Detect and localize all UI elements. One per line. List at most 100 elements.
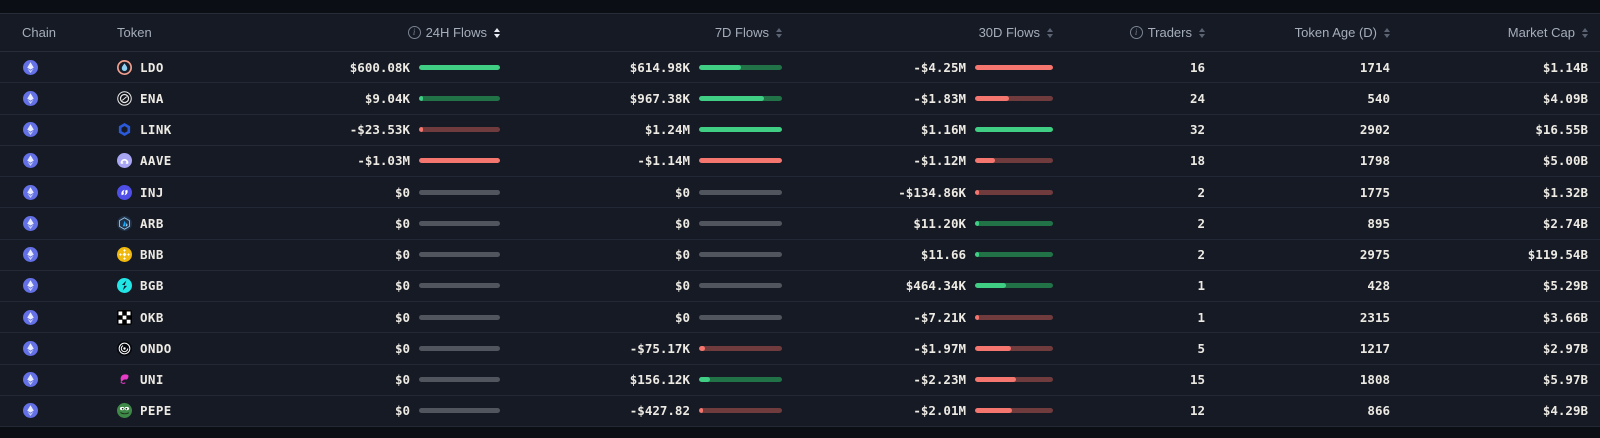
token-age-value: 428 xyxy=(1367,278,1390,294)
flow-24h-bar xyxy=(419,377,500,383)
token-age-value: 1714 xyxy=(1359,59,1390,75)
flow-7d-value: $1.24M xyxy=(644,122,690,138)
flow-7d-value: $614.98K xyxy=(629,59,690,75)
chain-icon-ethereum xyxy=(23,403,38,419)
top-strip xyxy=(0,0,1600,13)
flow-24h-bar xyxy=(419,345,500,351)
flow-30d-bar xyxy=(975,252,1053,258)
flow-7d-bar xyxy=(699,314,782,320)
table-row[interactable]: LDO $600.08K $614.98K -$4.25M 16 1714 $1… xyxy=(0,52,1600,84)
info-icon[interactable]: i xyxy=(407,26,421,39)
chain-icon-ethereum xyxy=(23,184,38,200)
traders-value: 1 xyxy=(1197,278,1205,294)
table-row[interactable]: ARB $0 $0 $11.20K 2 895 $2.74B xyxy=(0,208,1600,240)
chain-icon-ethereum xyxy=(23,278,38,294)
traders-value: 12 xyxy=(1189,403,1205,419)
column-label: 24H Flows xyxy=(425,25,487,40)
table-row[interactable]: INJ $0 $0 -$134.86K 2 1775 $1.32B xyxy=(0,177,1600,209)
token-age-value: 2975 xyxy=(1359,247,1390,263)
market-cap-value: $4.29B xyxy=(1542,403,1588,419)
flow-30d-bar xyxy=(975,377,1053,383)
table-row[interactable]: ONDO $0 -$75.17K -$1.97M 5 1217 $2.97B xyxy=(0,333,1600,365)
flow-30d-value: -$1.97M xyxy=(913,340,966,356)
token-symbol: PEPE xyxy=(140,403,172,419)
token-age-value: 895 xyxy=(1367,215,1390,231)
flow-30d-bar xyxy=(975,95,1053,101)
column-header-token-age[interactable]: Token Age (D) xyxy=(1205,26,1390,39)
traders-value: 24 xyxy=(1189,90,1205,106)
token-age-value: 2315 xyxy=(1359,309,1390,325)
flow-24h-value: -$23.53K xyxy=(349,122,410,138)
flow-7d-value: -$427.82 xyxy=(629,403,690,419)
column-header-market-cap[interactable]: Market Cap xyxy=(1390,26,1600,39)
flow-7d-value: $0 xyxy=(674,184,690,200)
flow-30d-bar xyxy=(975,345,1053,351)
token-age-value: 2902 xyxy=(1359,122,1390,138)
token-symbol: INJ xyxy=(140,184,164,200)
flow-7d-bar xyxy=(699,252,782,258)
sort-icon[interactable] xyxy=(1582,27,1588,38)
flow-24h-value: $0 xyxy=(394,309,410,325)
column-label: Market Cap xyxy=(1507,25,1575,40)
flow-7d-bar xyxy=(699,189,782,195)
column-header-24h-flows[interactable]: i 24H Flows xyxy=(290,26,500,39)
chain-icon-ethereum xyxy=(23,90,38,106)
market-cap-value: $1.32B xyxy=(1542,184,1588,200)
market-cap-value: $3.66B xyxy=(1542,309,1588,325)
flow-24h-bar xyxy=(419,95,500,101)
flow-7d-bar xyxy=(699,220,782,226)
traders-value: 2 xyxy=(1197,184,1205,200)
table-row[interactable]: PEPE $0 -$427.82 -$2.01M 12 866 $4.29B xyxy=(0,396,1600,427)
flow-24h-value: $0 xyxy=(394,372,410,388)
traders-value: 16 xyxy=(1189,59,1205,75)
column-header-traders[interactable]: i Traders xyxy=(1053,26,1205,39)
token-icon-link xyxy=(117,122,132,137)
sort-icon[interactable] xyxy=(494,27,500,38)
table-row[interactable]: LINK -$23.53K $1.24M $1.16M 32 2902 $16.… xyxy=(0,115,1600,146)
info-icon[interactable]: i xyxy=(1129,26,1143,39)
flow-30d-bar xyxy=(975,189,1053,195)
column-label: Token xyxy=(117,25,152,40)
sort-icon[interactable] xyxy=(1384,27,1390,38)
chain-icon-ethereum xyxy=(23,247,38,263)
flow-7d-value: $0 xyxy=(674,309,690,325)
table-row[interactable]: ENA $9.04K $967.38K -$1.83M 24 540 $4.09… xyxy=(0,83,1600,115)
table-row[interactable]: UNI $0 $156.12K -$2.23M 15 1808 $5.97B xyxy=(0,365,1600,396)
column-header-7d-flows[interactable]: 7D Flows xyxy=(500,26,782,39)
flow-30d-bar xyxy=(975,127,1053,133)
flow-30d-value: -$1.12M xyxy=(913,153,966,169)
chain-icon-ethereum xyxy=(23,215,38,231)
chain-icon-ethereum xyxy=(23,59,38,75)
column-header-token[interactable]: Token xyxy=(100,26,290,39)
traders-value: 2 xyxy=(1197,215,1205,231)
flow-24h-bar xyxy=(419,283,500,289)
column-header-30d-flows[interactable]: 30D Flows xyxy=(782,26,1053,39)
column-label: 30D Flows xyxy=(978,25,1040,40)
flow-7d-value: $0 xyxy=(674,247,690,263)
flow-24h-value: $0 xyxy=(394,247,410,263)
column-header-chain[interactable]: Chain xyxy=(0,26,100,39)
table-body: LDO $600.08K $614.98K -$4.25M 16 1714 $1… xyxy=(0,52,1600,427)
table-row[interactable]: AAVE -$1.03M -$1.14M -$1.12M 18 1798 $5.… xyxy=(0,146,1600,177)
token-symbol: LINK xyxy=(140,122,172,138)
flow-30d-value: -$4.25M xyxy=(913,59,966,75)
table-row[interactable]: BGB $0 $0 $464.34K 1 428 $5.29B xyxy=(0,271,1600,302)
sort-icon[interactable] xyxy=(1199,27,1205,38)
market-cap-value: $2.97B xyxy=(1542,340,1588,356)
table-row[interactable]: BNB $0 $0 $11.66 2 2975 $119.54B xyxy=(0,240,1600,271)
flow-24h-bar xyxy=(419,314,500,320)
token-age-value: 1798 xyxy=(1359,153,1390,169)
flow-30d-bar xyxy=(975,283,1053,289)
flow-30d-value: -$1.83M xyxy=(913,90,966,106)
market-cap-value: $2.74B xyxy=(1542,215,1588,231)
table-row[interactable]: OKB $0 $0 -$7.21K 1 2315 $3.66B xyxy=(0,302,1600,334)
flow-7d-bar xyxy=(699,377,782,383)
token-icon-uni xyxy=(117,372,132,387)
flow-24h-value: $0 xyxy=(394,184,410,200)
column-label: Traders xyxy=(1147,25,1192,40)
token-icon-ena xyxy=(117,91,132,106)
sort-icon[interactable] xyxy=(1047,27,1053,38)
sort-icon[interactable] xyxy=(776,27,782,38)
flow-24h-value: $0 xyxy=(394,278,410,294)
token-symbol: ENA xyxy=(140,90,164,106)
